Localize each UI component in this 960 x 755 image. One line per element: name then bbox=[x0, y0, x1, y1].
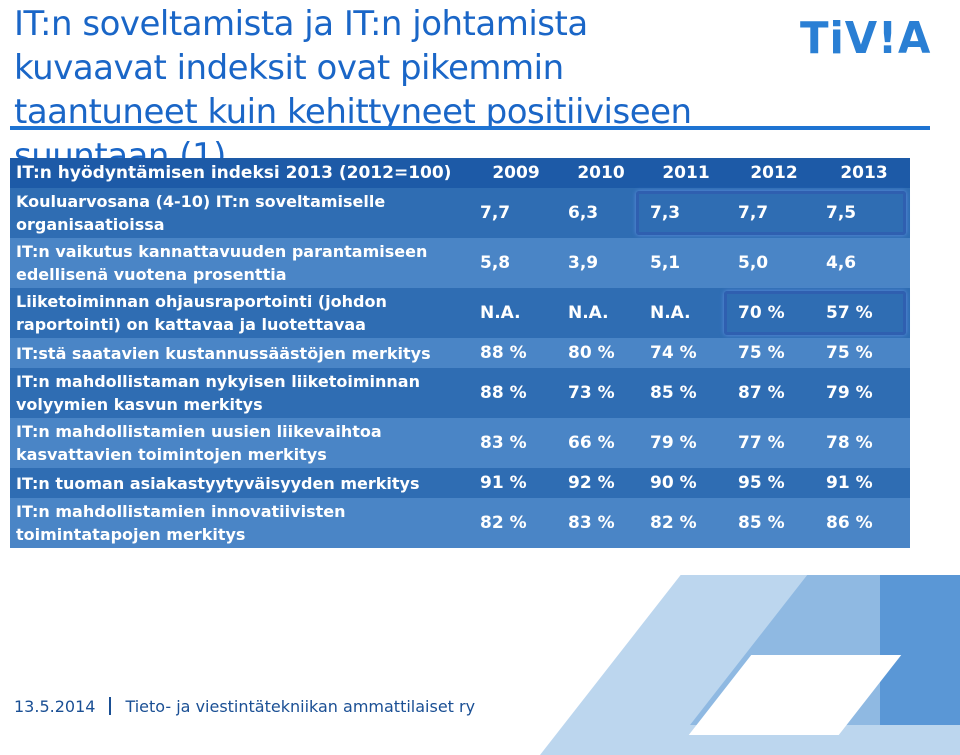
cell-value: 7,7 bbox=[730, 188, 818, 238]
cell-value: 75 % bbox=[818, 338, 910, 368]
cell-value: 70 % bbox=[730, 288, 818, 338]
cell-value: 85 % bbox=[642, 368, 730, 418]
cell-value: 6,3 bbox=[560, 188, 642, 238]
table-header-label: IT:n hyödyntämisen indeksi 2013 (2012=10… bbox=[10, 158, 472, 188]
row-label: Liiketoiminnan ohjausraportointi (johdon… bbox=[10, 288, 472, 338]
footer-date: 13.5.2014 bbox=[14, 696, 96, 716]
row-label: IT:n mahdollistamien uusien liikevaihtoa… bbox=[10, 418, 472, 468]
row-label: IT:n mahdollistaman nykyisen liiketoimin… bbox=[10, 368, 472, 418]
year-header: 2012 bbox=[730, 158, 818, 188]
footer-organization: Tieto- ja viestintätekniikan ammattilais… bbox=[125, 696, 476, 716]
cell-value: 7,5 bbox=[818, 188, 910, 238]
cell-value: 88 % bbox=[472, 338, 560, 368]
table-row: Liiketoiminnan ohjausraportointi (johdon… bbox=[10, 288, 910, 338]
cell-value: 77 % bbox=[730, 418, 818, 468]
cell-value: 86 % bbox=[818, 498, 910, 548]
row-label: IT:stä saatavien kustannussäästöjen merk… bbox=[10, 338, 472, 368]
row-label: IT:n vaikutus kannattavuuden parantamise… bbox=[10, 238, 472, 288]
cell-value: 87 % bbox=[730, 368, 818, 418]
cell-value: 75 % bbox=[730, 338, 818, 368]
table-row: IT:n vaikutus kannattavuuden parantamise… bbox=[10, 238, 910, 288]
cell-value: 92 % bbox=[560, 468, 642, 498]
cell-value: 88 % bbox=[472, 368, 560, 418]
year-header: 2011 bbox=[642, 158, 730, 188]
cell-value: N.A. bbox=[560, 288, 642, 338]
row-label: Kouluarvosana (4-10) IT:n soveltamiselle… bbox=[10, 188, 472, 238]
cell-value: 79 % bbox=[818, 368, 910, 418]
table-row: IT:n tuoman asiakastyytyväisyyden merkit… bbox=[10, 468, 910, 498]
table-header-row: IT:n hyödyntämisen indeksi 2013 (2012=10… bbox=[10, 158, 910, 188]
table-row: IT:stä saatavien kustannussäästöjen merk… bbox=[10, 338, 910, 368]
cell-value: 91 % bbox=[818, 468, 910, 498]
cell-value: 79 % bbox=[642, 418, 730, 468]
index-table: IT:n hyödyntämisen indeksi 2013 (2012=10… bbox=[10, 158, 910, 548]
cell-value: 7,3 bbox=[642, 188, 730, 238]
cell-value: 5,8 bbox=[472, 238, 560, 288]
cell-value: 5,1 bbox=[642, 238, 730, 288]
cell-value: 3,9 bbox=[560, 238, 642, 288]
cell-value: 83 % bbox=[472, 418, 560, 468]
cell-value: 5,0 bbox=[730, 238, 818, 288]
table-row: IT:n mahdollistamien uusien liikevaihtoa… bbox=[10, 418, 910, 468]
cell-value: N.A. bbox=[642, 288, 730, 338]
cell-value: 4,6 bbox=[818, 238, 910, 288]
index-table-container: IT:n hyödyntämisen indeksi 2013 (2012=10… bbox=[10, 158, 910, 548]
table-row: IT:n mahdollistaman nykyisen liiketoimin… bbox=[10, 368, 910, 418]
cell-value: 90 % bbox=[642, 468, 730, 498]
table-row: IT:n mahdollistamien innovatiivisten toi… bbox=[10, 498, 910, 548]
cell-value: 73 % bbox=[560, 368, 642, 418]
cell-value: 78 % bbox=[818, 418, 910, 468]
row-label: IT:n tuoman asiakastyytyväisyyden merkit… bbox=[10, 468, 472, 498]
cell-value: 83 % bbox=[560, 498, 642, 548]
footer-separator bbox=[109, 697, 112, 715]
table-row: Kouluarvosana (4-10) IT:n soveltamiselle… bbox=[10, 188, 910, 238]
cell-value: 95 % bbox=[730, 468, 818, 498]
cell-value: N.A. bbox=[472, 288, 560, 338]
slide-footer: 13.5.2014 Tieto- ja viestintätekniikan a… bbox=[14, 694, 475, 718]
cell-value: 85 % bbox=[730, 498, 818, 548]
cell-value: 82 % bbox=[642, 498, 730, 548]
year-header: 2009 bbox=[472, 158, 560, 188]
cell-value: 66 % bbox=[560, 418, 642, 468]
cell-value: 82 % bbox=[472, 498, 560, 548]
tivia-logo: TiV!A bbox=[800, 13, 932, 64]
year-header: 2010 bbox=[560, 158, 642, 188]
cell-value: 57 % bbox=[818, 288, 910, 338]
cell-value: 74 % bbox=[642, 338, 730, 368]
cell-value: 91 % bbox=[472, 468, 560, 498]
cell-value: 80 % bbox=[560, 338, 642, 368]
title-underline bbox=[10, 126, 930, 130]
slide-title: IT:n soveltamista ja IT:n johtamista kuv… bbox=[14, 4, 692, 176]
row-label: IT:n mahdollistamien innovatiivisten toi… bbox=[10, 498, 472, 548]
cell-value: 7,7 bbox=[472, 188, 560, 238]
year-header: 2013 bbox=[818, 158, 910, 188]
decorative-band bbox=[880, 575, 960, 725]
